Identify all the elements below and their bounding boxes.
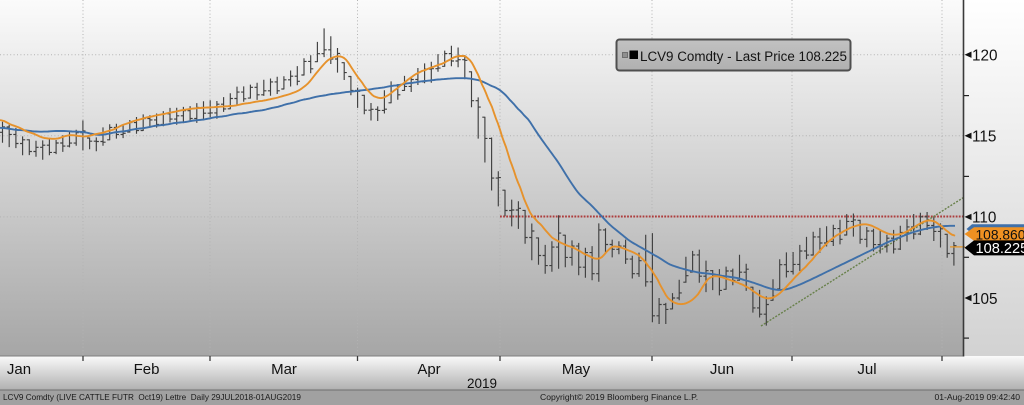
svg-text:Jul: Jul — [857, 361, 876, 378]
svg-text:Jan: Jan — [7, 361, 31, 378]
svg-text:LCV9 Comdty - Last Price 108.2: LCV9 Comdty - Last Price 108.225 — [640, 49, 847, 64]
svg-text:01-Aug-2019 09:42:40: 01-Aug-2019 09:42:40 — [934, 392, 1020, 402]
svg-text:Copyright© 2019 Bloomberg Fina: Copyright© 2019 Bloomberg Finance L.P. — [540, 392, 698, 402]
svg-text:May: May — [562, 361, 591, 378]
svg-text:Jun: Jun — [710, 361, 734, 378]
svg-text:2019: 2019 — [467, 376, 497, 391]
svg-text:Apr: Apr — [417, 361, 440, 378]
svg-text:110: 110 — [972, 210, 996, 227]
svg-text:Mar: Mar — [271, 361, 297, 378]
svg-text:105: 105 — [972, 291, 998, 308]
svg-text:108.225: 108.225 — [976, 241, 1024, 257]
svg-text:LCV9 Comdty (LIVE CATTLE FUTR: LCV9 Comdty (LIVE CATTLE FUTR Oct19) Let… — [3, 393, 301, 402]
svg-text:120: 120 — [972, 48, 998, 65]
svg-text:Feb: Feb — [134, 361, 160, 378]
svg-text:108.860: 108.860 — [976, 227, 1024, 242]
svg-text:115: 115 — [972, 129, 996, 146]
